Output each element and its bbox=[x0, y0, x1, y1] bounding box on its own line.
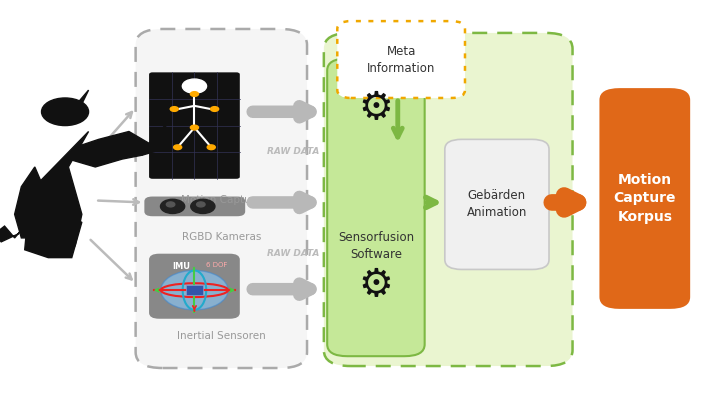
Text: RGBD Kameras: RGBD Kameras bbox=[182, 232, 261, 242]
Circle shape bbox=[166, 202, 175, 207]
FancyBboxPatch shape bbox=[149, 72, 240, 179]
Text: IMU: IMU bbox=[173, 262, 190, 271]
Polygon shape bbox=[25, 214, 82, 258]
Polygon shape bbox=[142, 123, 166, 155]
FancyBboxPatch shape bbox=[327, 58, 424, 356]
Polygon shape bbox=[78, 90, 89, 104]
Text: Gebärden
Animation: Gebärden Animation bbox=[467, 189, 527, 220]
Text: RAW DATA: RAW DATA bbox=[267, 249, 320, 258]
Text: Meta
Information: Meta Information bbox=[367, 44, 435, 75]
FancyBboxPatch shape bbox=[324, 33, 572, 366]
Circle shape bbox=[170, 107, 178, 112]
FancyBboxPatch shape bbox=[337, 21, 465, 98]
FancyBboxPatch shape bbox=[186, 285, 202, 295]
Text: 6 DOF: 6 DOF bbox=[206, 262, 228, 268]
Text: Sensorfusion
Software: Sensorfusion Software bbox=[338, 231, 414, 261]
Polygon shape bbox=[28, 131, 89, 246]
FancyBboxPatch shape bbox=[149, 254, 240, 319]
Circle shape bbox=[173, 145, 182, 150]
Circle shape bbox=[190, 92, 199, 96]
Ellipse shape bbox=[161, 270, 228, 310]
Circle shape bbox=[190, 125, 199, 130]
Circle shape bbox=[197, 202, 205, 207]
Text: RAW DATA: RAW DATA bbox=[267, 147, 320, 156]
Text: Inertial Sensoren: Inertial Sensoren bbox=[177, 331, 266, 341]
Circle shape bbox=[161, 199, 185, 214]
Text: Motion Capture: Motion Capture bbox=[181, 195, 262, 204]
Circle shape bbox=[211, 107, 219, 112]
Circle shape bbox=[191, 199, 215, 214]
FancyBboxPatch shape bbox=[599, 88, 690, 309]
Circle shape bbox=[207, 145, 215, 150]
FancyBboxPatch shape bbox=[445, 139, 549, 270]
Text: ⚙: ⚙ bbox=[358, 266, 393, 304]
Polygon shape bbox=[0, 226, 25, 242]
Circle shape bbox=[183, 79, 207, 93]
Circle shape bbox=[42, 98, 89, 125]
Polygon shape bbox=[15, 167, 48, 238]
Text: ⚙: ⚙ bbox=[358, 89, 393, 127]
FancyBboxPatch shape bbox=[135, 29, 307, 368]
Polygon shape bbox=[68, 131, 149, 167]
Text: Motion
Capture
Korpus: Motion Capture Korpus bbox=[613, 173, 676, 224]
FancyBboxPatch shape bbox=[145, 197, 245, 216]
